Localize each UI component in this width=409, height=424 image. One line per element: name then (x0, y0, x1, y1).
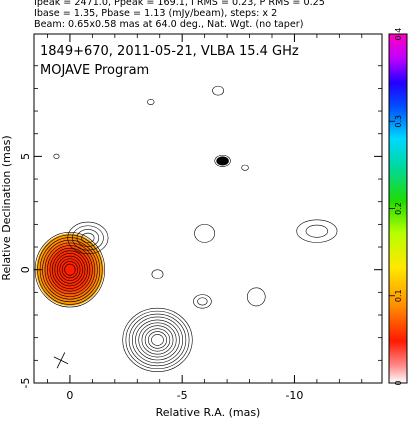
contour-small-knot-b-1 (241, 164, 249, 171)
header-line-2: Ibase = 1.35, Pbase = 1.13 (mJy/beam), s… (34, 8, 278, 19)
contour-jet-knot-south-4 (131, 316, 183, 364)
contour-core-13 (64, 263, 76, 276)
contour-knot-far-west-2 (305, 224, 329, 238)
contour-core-10 (56, 255, 83, 284)
contour-jet-knot-south-5 (135, 319, 180, 361)
component-inner-jet (67, 221, 109, 255)
y-tick-label: 0 (19, 266, 32, 273)
contour-jet-knot-south-2 (125, 310, 190, 370)
component-small-knot-a (212, 85, 225, 96)
polarized-spot-fill (216, 156, 229, 166)
header-line-3: Beam: 0.65x0.58 mas at 64.0 deg., Nat. W… (34, 19, 304, 30)
x-tick-label: -10 (285, 389, 303, 402)
contour-jet-knot-south-8 (144, 328, 171, 352)
y-axis-label: Relative Declination (mas) (0, 135, 13, 280)
contour-small-knot-c-1 (147, 98, 155, 106)
contour-polarized-spot-1 (214, 154, 231, 167)
contour-knot-far-east-1 (246, 287, 266, 307)
contour-jet-knot-south-9 (147, 331, 167, 349)
contour-small-knot-a-1 (212, 85, 225, 96)
colorbar-tick-label: 0.3 (394, 115, 403, 128)
contour-jet-knot-south-7 (141, 325, 174, 355)
y-tick-label: -5 (19, 378, 32, 389)
contour-core-12 (61, 261, 78, 279)
contour-jet-knot-south-3 (128, 313, 187, 367)
plot-frame (33, 33, 383, 384)
contour-core-5 (44, 242, 96, 297)
chart-subtitle: MOJAVE Program (40, 63, 149, 78)
component-polarized-spot (214, 154, 231, 167)
contour-jet-knot-south-10 (151, 334, 164, 346)
component-jet-knot-south (122, 307, 193, 372)
contour-jet-knot-south-1 (122, 307, 193, 372)
contour-knot-north-1 (194, 224, 216, 243)
contour-core-8 (52, 250, 88, 289)
x-axis-label: Relative R.A. (mas) (156, 406, 261, 419)
contour-core-11 (59, 258, 81, 281)
contour-layer (34, 85, 338, 372)
colorbar-tick-label: 0 (394, 380, 403, 385)
component-small-knot-c (147, 98, 155, 106)
component-knot-north (194, 224, 216, 243)
contour-knot-west-1 (151, 269, 164, 280)
contour-inner-jet-2 (72, 225, 104, 251)
contour-knot-east-2 (197, 297, 208, 306)
colorbar-tick-label: 0.4 (394, 28, 403, 41)
contour-core-7 (49, 247, 91, 292)
beam-minor-axis (53, 356, 69, 365)
contour-inner-jet-1 (67, 221, 109, 255)
axes-layer: 0 -5 -10 -5 0 5 (19, 34, 382, 402)
contour-jet-knot-south-6 (138, 322, 177, 358)
polarization-fill-core (36, 233, 104, 306)
component-knot-east (193, 294, 212, 309)
colorbar-ticks: 0 0.1 0.2 0.3 0.4 (389, 28, 403, 386)
y-tick-label: 5 (19, 153, 32, 160)
contour-small-knot-d-1 (53, 153, 60, 159)
contour-inner-jet-4 (81, 232, 95, 244)
component-knot-far-east (246, 287, 266, 307)
header-line-1: Ipeak = 2471.0, Ppeak = 169.1, I RMS = 0… (34, 0, 325, 8)
contour-inner-jet-3 (76, 229, 100, 247)
component-knot-far-west (296, 219, 338, 243)
contour-core-4 (42, 239, 98, 300)
colorbar-tick-label: 0.2 (394, 202, 403, 215)
contour-knot-east-1 (193, 294, 212, 309)
x-tick-label: 0 (66, 389, 73, 402)
contour-knot-far-west-1 (296, 219, 338, 243)
component-small-knot-b (241, 164, 249, 171)
beam-marker (53, 352, 69, 369)
colorbar-tick-label: 0.1 (394, 289, 403, 302)
component-knot-west (151, 269, 164, 280)
contour-core-9 (54, 253, 86, 287)
chart-title: 1849+670, 2011-05-21, VLBA 15.4 GHz (40, 44, 299, 59)
component-core (34, 231, 106, 308)
x-tick-label: -5 (177, 389, 188, 402)
component-small-knot-d (53, 153, 60, 159)
